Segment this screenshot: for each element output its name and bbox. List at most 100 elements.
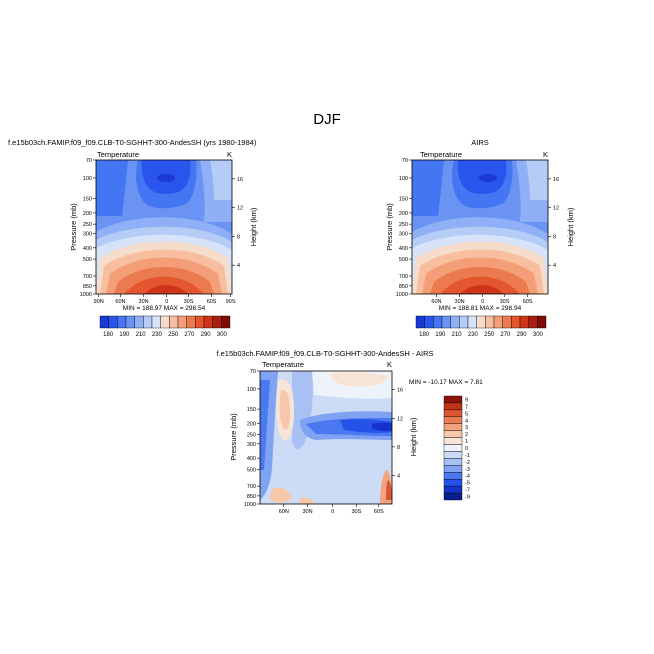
- colorbar-label: 9: [465, 397, 468, 403]
- panel-obs-ylabel: Pressure (mb): [385, 203, 394, 251]
- y-tick-label: 1000: [396, 292, 408, 298]
- colorbar-label: 1: [465, 439, 468, 445]
- panel-model-ylabel: Pressure (mb): [69, 203, 78, 251]
- colorbar-label: 7: [465, 404, 468, 410]
- colorbar-swatch: [528, 315, 538, 329]
- colorbar-swatch: [108, 315, 118, 329]
- colorbar-swatch: [459, 315, 469, 329]
- diff-band-nh-deep: [260, 380, 270, 470]
- colorbar-label: 5: [465, 411, 468, 417]
- panel-diff-stats: MIN = -10.17 MAX = 7.81: [409, 379, 483, 386]
- colorbar-label: 250: [168, 332, 179, 338]
- diff-band-warm-core: [279, 389, 290, 430]
- colorbar-label: 4: [465, 418, 468, 424]
- colorbar-swatch: [433, 315, 443, 329]
- y-tick-label: 400: [247, 456, 256, 462]
- diff-band-nh-surface: [270, 487, 292, 503]
- panel-diff-ylabel: Pressure (mb): [229, 413, 238, 461]
- contour-band-16: [144, 285, 188, 294]
- height-tick-label: 8: [397, 445, 400, 451]
- height-tick-label: 4: [553, 263, 556, 269]
- y-tick-label: 150: [247, 407, 256, 413]
- colorbar-label: 230: [152, 332, 163, 338]
- y-tick-label: 70: [86, 158, 92, 164]
- y-tick-label: 850: [83, 284, 92, 290]
- colorbar-swatch: [443, 402, 463, 411]
- colorbar-label: 2: [465, 432, 468, 438]
- colorbar-swatch: [160, 315, 170, 329]
- panel-diff-title: f.e15b03ch.FAMIP.f09_f09.CLB-T0-SGHHT-30…: [216, 349, 433, 358]
- y-tick-label: 100: [399, 176, 408, 182]
- x-tick-label: 30N: [302, 509, 312, 515]
- colorbar-swatch: [443, 395, 463, 404]
- y-tick-label: 300: [399, 231, 408, 237]
- y-tick-label: 400: [83, 246, 92, 252]
- diff-band-surface-warm: [300, 497, 314, 504]
- colorbar-label: -2: [465, 460, 470, 466]
- y-tick-label: 250: [399, 222, 408, 228]
- colorbar-swatch: [134, 315, 144, 329]
- y-tick-label: 1000: [80, 292, 92, 298]
- y-tick-label: 150: [399, 196, 408, 202]
- x-tick-label: 30S: [500, 299, 510, 305]
- y-tick-label: 200: [83, 211, 92, 217]
- y-tick-label: 400: [399, 246, 408, 252]
- colorbar-swatch: [511, 315, 521, 329]
- panel-model-contours: [96, 160, 232, 294]
- x-tick-label: 90S: [226, 299, 236, 305]
- contour-band-cold-nh: [412, 160, 444, 216]
- colorbar-label: 180: [103, 332, 114, 338]
- height-tick-label: 16: [237, 177, 243, 183]
- panel-model-frame: [95, 159, 233, 295]
- figure-title: DJF: [313, 111, 341, 128]
- colorbar-swatch: [443, 437, 463, 445]
- colorbar-swatch: [519, 315, 529, 329]
- contour-minimum: [479, 174, 497, 182]
- colorbar-swatch: [151, 315, 161, 329]
- y-tick-label: 700: [247, 484, 256, 490]
- y-tick-label: 70: [250, 369, 256, 375]
- height-tick-label: 8: [237, 234, 240, 240]
- diff-band-minimum: [372, 422, 392, 431]
- y-tick-label: 70: [402, 158, 408, 164]
- colorbar-swatch: [443, 492, 463, 501]
- colorbar-label: 290: [517, 332, 528, 338]
- colorbar-label: 0: [465, 446, 468, 452]
- colorbar-swatch: [467, 315, 477, 329]
- y-tick-label: 200: [247, 422, 256, 428]
- colorbar-label: 230: [468, 332, 479, 338]
- colorbar-label: 190: [119, 332, 130, 338]
- y-tick-label: 500: [83, 257, 92, 263]
- contour-band-16: [460, 285, 504, 294]
- colorbar-swatch: [424, 315, 434, 329]
- colorbar-label: 210: [136, 332, 147, 338]
- colorbar-label: -4: [465, 474, 470, 480]
- x-tick-label: 60N: [431, 299, 441, 305]
- x-tick-label: 0: [165, 299, 168, 305]
- colorbar-swatch: [537, 315, 547, 329]
- y-tick-label: 100: [83, 176, 92, 182]
- diff-band-upper-warm: [330, 372, 388, 387]
- x-tick-label: 30S: [351, 509, 361, 515]
- panel-model-units: K: [227, 150, 232, 159]
- colorbar-label: 270: [184, 332, 195, 338]
- colorbar-label: -5: [465, 481, 470, 487]
- panel-diff-contours: [260, 371, 392, 504]
- y-tick-label: 1000: [244, 502, 256, 508]
- colorbar-swatch: [203, 315, 213, 329]
- panel-obs-left-label: Temperature: [420, 150, 462, 159]
- x-tick-label: 0: [331, 509, 334, 515]
- contour-band-cold-nh: [96, 160, 128, 216]
- colorbar-swatch: [443, 444, 463, 452]
- colorbar-swatch: [221, 315, 231, 329]
- x-tick-label: 60N: [279, 509, 289, 515]
- height-tick-label: 4: [397, 473, 400, 479]
- y-tick-label: 500: [399, 257, 408, 263]
- colorbar-swatch: [443, 479, 463, 487]
- panel-diff-y2label: Height (km): [409, 417, 418, 456]
- colorbar-swatch: [450, 315, 460, 329]
- height-tick-label: 12: [397, 416, 403, 422]
- colorbar-swatch: [443, 423, 463, 431]
- colorbar-swatch: [443, 458, 463, 466]
